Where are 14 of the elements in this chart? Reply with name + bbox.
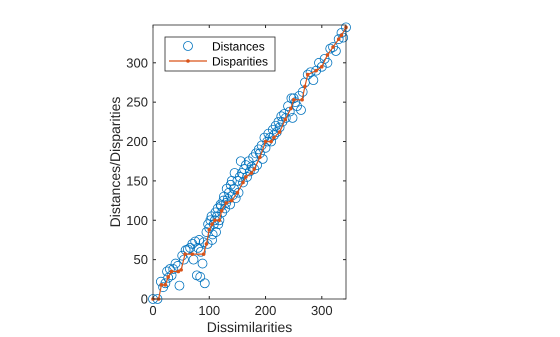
y-tick-label: 250	[126, 94, 148, 110]
y-tick-label: 300	[126, 55, 148, 70]
y-axis-title: Distances/Disparities	[107, 96, 123, 228]
legend-label: Distances	[212, 40, 265, 54]
x-tick-label: 100	[198, 303, 220, 318]
legend-label: Disparities	[212, 54, 268, 68]
x-tick-label: 300	[310, 303, 333, 318]
y-tick-label: 50	[134, 252, 148, 268]
y-tick-label: 150	[126, 173, 148, 188]
y-tick-label: 100	[126, 212, 148, 228]
x-tick-label: 200	[254, 303, 276, 318]
y-tick-label: 0	[140, 292, 148, 306]
y-tick-label: 200	[126, 134, 148, 150]
x-axis-title: Dissimilarities	[206, 319, 292, 335]
